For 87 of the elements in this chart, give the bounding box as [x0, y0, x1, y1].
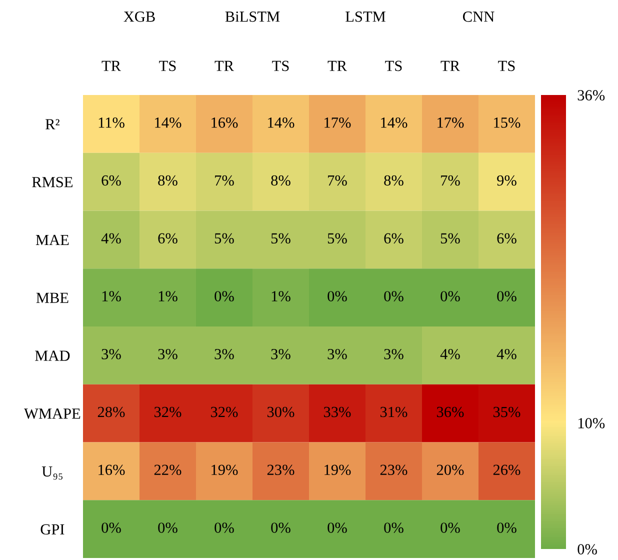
x-tick-label: TS [385, 60, 402, 72]
data-label: 26% [493, 464, 520, 476]
data-label: 14% [381, 117, 408, 128]
data-label: 0% [214, 522, 234, 533]
data-label: 0% [384, 291, 404, 302]
data-label: 7% [441, 175, 460, 186]
data-label: 20% [436, 464, 464, 476]
data-label: 16% [98, 464, 125, 476]
data-label: 0% [102, 522, 121, 533]
data-label: 0% [497, 291, 516, 302]
data-label: 5% [440, 233, 460, 244]
y-tick-label: MAE [36, 234, 69, 245]
data-label: 32% [210, 406, 238, 418]
y-tick-label: WMAPE [24, 408, 80, 419]
data-label: 0% [328, 522, 347, 533]
data-label: 6% [158, 233, 178, 244]
data-label: 1% [272, 291, 290, 302]
color-bar-label: 10% [578, 418, 605, 428]
data-label: 8% [158, 175, 178, 186]
data-label: 0% [440, 522, 460, 533]
data-label: 7% [215, 175, 234, 186]
data-label: 19% [324, 464, 351, 476]
data-label: 3% [214, 348, 234, 360]
color-bar-label: 36% [578, 90, 605, 100]
data-label: 15% [494, 117, 520, 128]
data-label: 4% [496, 348, 516, 360]
x-tick-label: TR [102, 60, 121, 71]
data-label: 0% [497, 522, 516, 533]
data-label: 23% [380, 464, 408, 476]
data-label: 0% [214, 291, 234, 302]
color-bar-label: 0% [578, 544, 597, 554]
data-label: 5% [214, 233, 234, 244]
data-label: 6% [384, 233, 404, 244]
data-label: 4% [101, 233, 121, 244]
data-label: 0% [158, 522, 178, 533]
y-tick-label: MBE [36, 292, 68, 303]
x-tick-label: TR [440, 60, 460, 71]
y-tick-label: U₉₅ [42, 466, 62, 480]
data-label: 5% [271, 233, 290, 244]
data-label: 6% [102, 175, 121, 186]
data-label: 3% [158, 348, 178, 360]
data-label: 1% [102, 291, 121, 302]
data-label: 9% [497, 175, 516, 186]
data-label: 17% [324, 117, 351, 128]
data-label: 0% [384, 522, 404, 533]
data-label: 0% [440, 291, 460, 302]
data-label: 4% [440, 348, 460, 360]
data-label: 6% [497, 233, 516, 244]
data-label: 5% [328, 233, 347, 244]
data-label: 3% [271, 348, 290, 360]
data-label: 3% [102, 348, 121, 360]
data-label: 16% [212, 117, 238, 128]
data-label: 23% [267, 464, 294, 476]
data-label: 8% [384, 175, 404, 186]
data-label: 30% [267, 406, 294, 418]
text: CNN [463, 12, 494, 22]
x-tick-label: TR [214, 60, 234, 71]
x-tick-label: TS [498, 60, 515, 72]
data-label: 33% [324, 406, 351, 418]
data-label: 7% [328, 175, 347, 186]
x-tick-label: TR [328, 60, 347, 71]
data-label: 0% [328, 291, 347, 302]
data-label: 36% [436, 406, 464, 418]
data-label: 0% [271, 522, 290, 533]
data-label: 22% [154, 464, 182, 476]
data-label: 35% [493, 406, 520, 418]
data-label: 19% [212, 464, 238, 476]
y-tick-label: MAD [35, 350, 70, 361]
data-label: 8% [271, 175, 290, 186]
data-label: 32% [154, 406, 182, 418]
data-label: 28% [98, 406, 125, 418]
y-tick-label: RMSE [32, 176, 72, 188]
data-label: 3% [384, 348, 404, 360]
data-label: 11% [98, 117, 124, 128]
data-label: 1% [158, 291, 178, 302]
y-tick-label: R² [46, 119, 60, 130]
data-label: 31% [380, 406, 408, 418]
x-tick-label: TS [272, 60, 289, 72]
data-label: 17% [438, 117, 464, 128]
text: LSTM [346, 12, 386, 22]
data-label: 14% [268, 117, 294, 128]
text: XGB [124, 12, 155, 22]
y-tick-label: GPI [40, 524, 64, 535]
data-label: 3% [328, 348, 347, 360]
text: BiLSTM [225, 12, 280, 22]
x-tick-label: TS [159, 60, 176, 72]
data-label: 14% [155, 117, 182, 128]
